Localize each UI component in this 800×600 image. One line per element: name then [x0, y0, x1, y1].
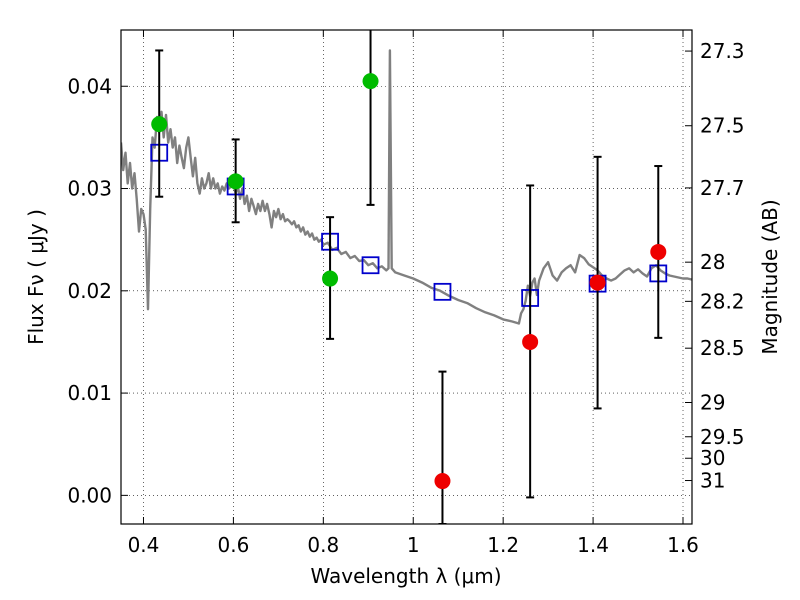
mag-tick-label: 30 [700, 446, 725, 470]
x-tick-label: 0.4 [128, 533, 160, 557]
photometry-point [650, 243, 667, 260]
template-spectrum-line [121, 49, 692, 325]
x-tick-label: 1 [407, 533, 420, 557]
x-tick-label: 1.6 [667, 533, 699, 557]
y-tick-label: 0.00 [67, 483, 112, 507]
y-tick-label: 0.04 [67, 74, 112, 98]
y-tick-label: 0.03 [67, 177, 112, 201]
mag-tick-label: 29 [700, 390, 725, 414]
mag-tick-label: 28.2 [700, 289, 745, 313]
x-axis-label: Wavelength λ (μm) [310, 564, 501, 588]
data-layer [121, 30, 692, 524]
mag-tick-label: 27.3 [700, 39, 745, 63]
y-axis-label: Flux Fν ( μJy ) [24, 209, 48, 345]
x-tick-label: 0.6 [217, 533, 249, 557]
photometry-point [362, 73, 379, 90]
mag-tick-label: 29.5 [700, 425, 745, 449]
model-square-point [433, 282, 452, 301]
x-tick-label: 1.4 [577, 533, 609, 557]
mag-tick-label: 28.5 [700, 336, 745, 360]
model-square-point [361, 256, 380, 275]
x-tick-label: 0.8 [307, 533, 339, 557]
y2-axis-label: Magnitude (AB) [758, 199, 782, 354]
mag-tick-label: 28 [700, 250, 725, 274]
x-tick-label: 1.2 [487, 533, 519, 557]
mag-tick-label: 27.5 [700, 114, 745, 138]
plot-frame [120, 29, 693, 525]
photometry-point [322, 270, 339, 287]
photometry-point [227, 173, 244, 190]
y-tick-label: 0.01 [67, 381, 112, 405]
photometry-point [522, 333, 539, 350]
photometry-point [151, 116, 168, 133]
photometry-point [434, 473, 451, 490]
axis-ticks: 0.4 0.6 0.8 1 1.2 1.4 1.6 0.00 0.01 0.02 0.03 0.04 2… [67, 30, 745, 557]
mag-tick-label: 27.7 [700, 176, 745, 200]
y-tick-label: 0.02 [67, 279, 112, 303]
photometry-point [589, 274, 606, 291]
mag-tick-label: 31 [700, 469, 725, 493]
